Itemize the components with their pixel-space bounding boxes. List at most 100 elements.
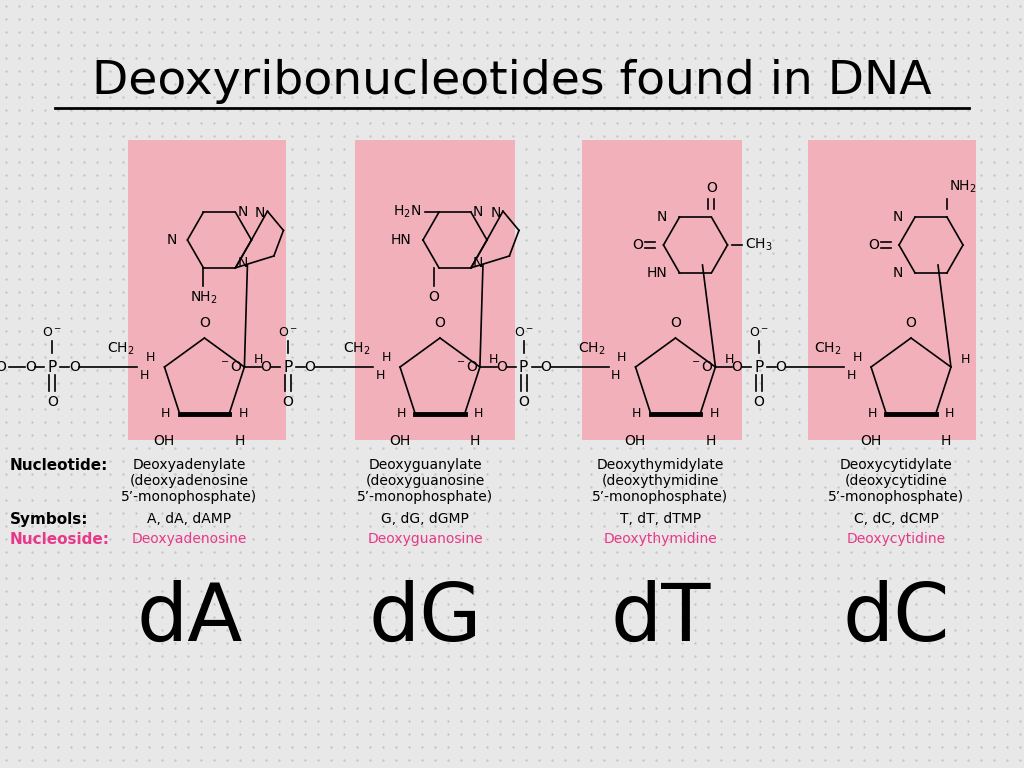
Text: dG: dG [369, 580, 481, 658]
Text: 5’-monophosphate): 5’-monophosphate) [593, 490, 728, 504]
Text: Nucleoside:: Nucleoside: [10, 532, 110, 547]
Text: H: H [945, 408, 954, 420]
Text: O$^-$: O$^-$ [513, 326, 534, 339]
Text: O: O [540, 360, 551, 374]
Text: Deoxyadenylate: Deoxyadenylate [133, 458, 246, 472]
Text: O: O [47, 395, 58, 409]
Text: N: N [893, 210, 903, 224]
Text: O: O [775, 360, 786, 374]
Text: O: O [731, 360, 742, 374]
Text: H: H [254, 353, 263, 366]
Text: H: H [632, 408, 641, 420]
Text: CH$_2$: CH$_2$ [343, 341, 370, 357]
Text: H: H [489, 353, 499, 366]
Text: (deoxyadenosine: (deoxyadenosine [130, 474, 249, 488]
Bar [582, 330, 677, 440]
Text: H: H [381, 350, 391, 363]
Text: H: H [376, 369, 385, 382]
Text: Deoxyadenosine: Deoxyadenosine [132, 532, 247, 546]
Text: O: O [518, 395, 529, 409]
Text: H: H [611, 369, 621, 382]
Text: CH$_2$: CH$_2$ [108, 341, 134, 357]
Bar [808, 140, 976, 440]
Text: P: P [48, 359, 57, 375]
Text: Deoxyguanylate: Deoxyguanylate [369, 458, 481, 472]
Text: $^-$O: $^-$O [218, 360, 243, 374]
Text: O: O [428, 290, 439, 304]
Text: CH$_2$: CH$_2$ [579, 341, 605, 357]
Text: OH: OH [625, 434, 646, 448]
Text: P: P [519, 359, 528, 375]
Text: dA: dA [136, 580, 243, 658]
Text: N: N [473, 205, 483, 219]
Text: N: N [893, 266, 903, 280]
Text: O: O [260, 360, 271, 374]
Text: O: O [434, 316, 445, 330]
Text: H: H [941, 434, 951, 448]
Text: H: H [616, 350, 627, 363]
Text: H: H [140, 369, 150, 382]
Text: O: O [754, 395, 765, 409]
Text: H: H [145, 350, 156, 363]
Text: H: H [867, 408, 877, 420]
Text: C, dC, dCMP: C, dC, dCMP [854, 512, 938, 526]
Text: Deoxythymidine: Deoxythymidine [603, 532, 718, 546]
Text: O: O [868, 238, 879, 252]
Text: H: H [470, 434, 480, 448]
Text: HN: HN [390, 233, 411, 247]
Text: H: H [710, 408, 719, 420]
Text: N: N [657, 210, 668, 224]
Text: Deoxycytidylate: Deoxycytidylate [840, 458, 952, 472]
Text: P: P [755, 359, 764, 375]
Text: N: N [473, 256, 483, 270]
Text: dC: dC [843, 580, 949, 658]
Text: Deoxyribonucleotides found in DNA: Deoxyribonucleotides found in DNA [92, 59, 932, 104]
Text: H: H [852, 350, 862, 363]
Text: O: O [706, 181, 717, 195]
Text: $^-$O: $^-$O [454, 360, 478, 374]
Text: H: H [474, 408, 483, 420]
Text: O: O [304, 360, 315, 374]
Text: H: H [725, 353, 734, 366]
Text: H: H [396, 408, 406, 420]
Text: O: O [633, 238, 643, 252]
Text: 5’-monophosphate): 5’-monophosphate) [357, 490, 493, 504]
Text: H$_2$N: H$_2$N [393, 204, 421, 220]
Text: O$^-$: O$^-$ [278, 326, 298, 339]
Text: dT: dT [610, 580, 711, 658]
Text: O: O [496, 360, 507, 374]
Text: H: H [847, 369, 856, 382]
Text: N: N [238, 205, 248, 219]
Text: O$^-$: O$^-$ [749, 326, 769, 339]
Text: (deoxythymidine: (deoxythymidine [602, 474, 719, 488]
Text: N: N [238, 256, 248, 270]
Text: O: O [283, 395, 294, 409]
Text: H: H [234, 434, 245, 448]
Text: H: H [239, 408, 248, 420]
Text: N: N [490, 206, 501, 220]
Text: Deoxycytidine: Deoxycytidine [847, 532, 945, 546]
Text: OH: OH [389, 434, 411, 448]
Text: P: P [284, 359, 293, 375]
Text: OH: OH [860, 434, 882, 448]
Text: N: N [167, 233, 177, 247]
Text: O: O [69, 360, 80, 374]
Text: T, dT, dTMP: T, dT, dTMP [620, 512, 701, 526]
Text: Symbols:: Symbols: [10, 512, 88, 527]
Text: 5’-monophosphate): 5’-monophosphate) [122, 490, 257, 504]
Text: $^-$O: $^-$O [0, 360, 7, 374]
Text: Nucleotide:: Nucleotide: [10, 458, 109, 473]
Text: O: O [25, 360, 36, 374]
Text: 5’-monophosphate): 5’-monophosphate) [828, 490, 964, 504]
Text: $^-$O: $^-$O [689, 360, 714, 374]
Text: NH$_2$: NH$_2$ [949, 179, 977, 195]
Text: O: O [670, 316, 681, 330]
Text: CH$_2$: CH$_2$ [814, 341, 841, 357]
Text: CH$_3$: CH$_3$ [745, 237, 773, 253]
Text: Deoxyguanosine: Deoxyguanosine [368, 532, 482, 546]
Text: (deoxycytidine: (deoxycytidine [845, 474, 947, 488]
Bar [355, 140, 515, 440]
Text: O: O [199, 316, 210, 330]
Text: NH$_2$: NH$_2$ [189, 290, 217, 306]
Text: G, dG, dGMP: G, dG, dGMP [381, 512, 469, 526]
